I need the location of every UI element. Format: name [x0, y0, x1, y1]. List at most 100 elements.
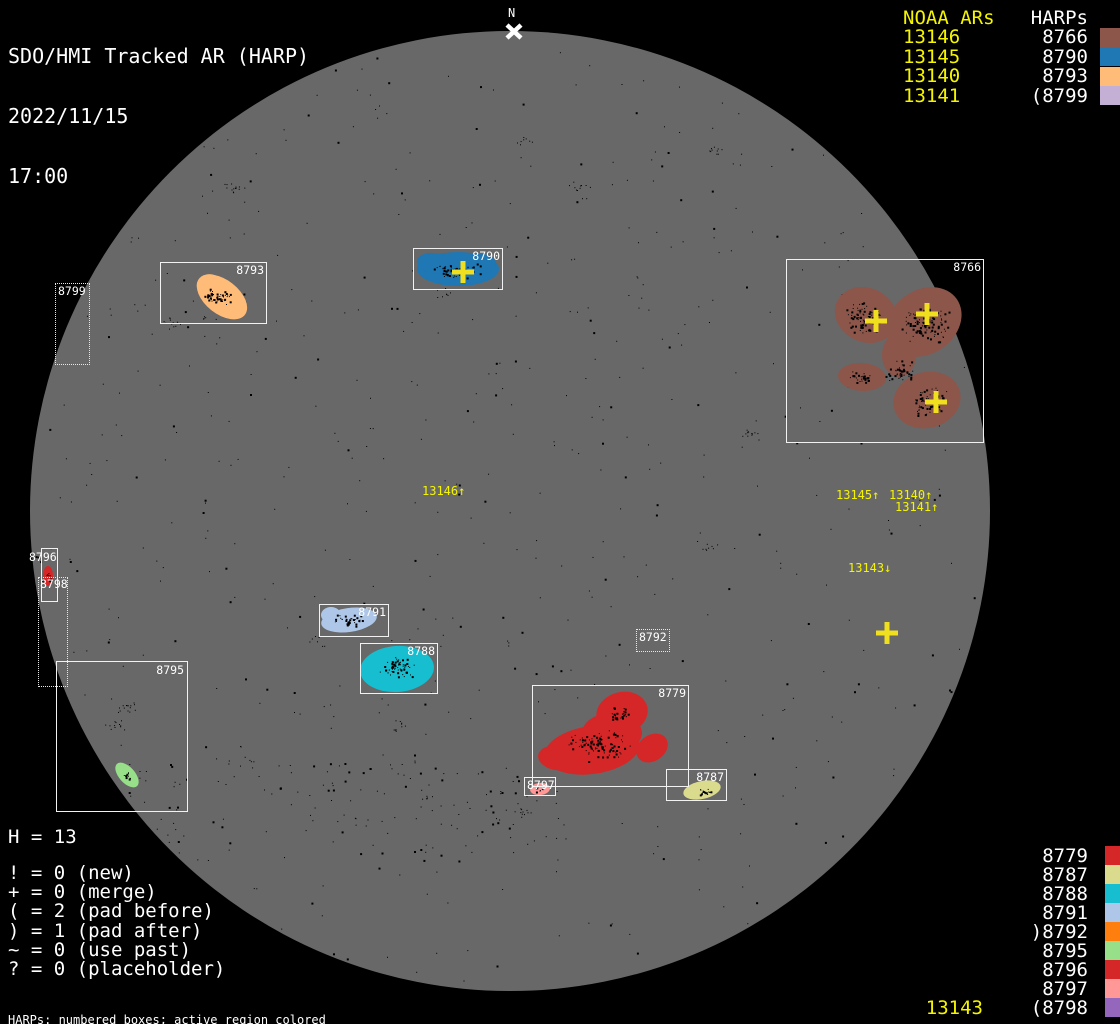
harps-header: HARPs [1030, 6, 1088, 29]
region-8779-blob [538, 691, 668, 775]
noaa-number: 13141 [903, 84, 961, 107]
harp-list-bottom-right: 8779 8787 8788 8791)8792 8795 8796 8797 13143 (8… [903, 845, 1120, 1019]
harp-box-8793: 8793 [160, 262, 267, 324]
noaa-label-13140: 13140↑ [889, 488, 933, 502]
noaa-number: 13145 [903, 45, 961, 68]
color-swatch-8793 [1100, 66, 1120, 86]
color-swatch-8799 [1100, 86, 1120, 106]
symbol-legend: ! = 0 (new) + = 0 (merge)( = 2 (pad befor… [8, 862, 226, 981]
harp-box-8779: 8779 [532, 685, 689, 787]
region-8793-blob [196, 274, 248, 320]
harp-list-row: 8779 [903, 845, 1120, 867]
harp-number: 8790 [1042, 45, 1088, 68]
harp-number: 8796 [1042, 958, 1088, 981]
harp-box-label: 8798 [40, 577, 68, 591]
region-8788-blob [360, 645, 434, 693]
noaa-label-13146: 13146↑ [422, 484, 466, 498]
harp-box-8766: 8766 [786, 259, 984, 443]
solar-disk [30, 31, 990, 991]
harp-box-label: 8795 [156, 663, 184, 677]
color-swatch-8792 [1105, 922, 1120, 941]
noaa-label-13145: 13145↑ [836, 488, 880, 502]
region-8797-blob [530, 782, 550, 796]
harp-list-row: 8797 [903, 977, 1120, 1000]
date-label: 2022/11/15 [8, 104, 129, 128]
harp-number: 8795 [1042, 939, 1088, 962]
region-8787-blob [683, 780, 721, 800]
swatch-spacer [1100, 8, 1120, 27]
harp-list-row: 8796 [903, 958, 1120, 981]
color-swatch-8796 [1105, 960, 1120, 979]
harp-box-label: 8788 [407, 644, 435, 658]
harp-box-label-8796: 8796 [29, 550, 57, 564]
harp-box-8796 [41, 548, 58, 602]
harp-list-row: 8787 [903, 864, 1120, 886]
color-swatch-8788 [1105, 884, 1120, 903]
cross-13146-a [865, 310, 887, 332]
symbol-legend-row: ~ = 0 (use past) [8, 938, 192, 961]
legend-header-row: NOAA ARs HARPs [903, 6, 1120, 29]
cross-13146-b [916, 303, 938, 325]
symbol-legend-row: ? = 0 (placeholder) [8, 958, 226, 981]
color-swatch-8787 [1105, 865, 1120, 884]
time-label: 17:00 [8, 164, 69, 188]
symbol-legend-row: ) = 1 (pad after) [8, 919, 203, 942]
color-swatch-8791 [1105, 903, 1120, 922]
harp-box-8792: 8792 [636, 629, 670, 652]
harp-number: 8766 [1042, 26, 1088, 49]
cross-13143 [876, 622, 898, 644]
noaa-label-13143: 13143↓ [848, 561, 892, 575]
harp-box-8787: 8787 [666, 769, 727, 801]
noaa-number: 13146 [903, 26, 961, 49]
color-swatch-8798 [1105, 998, 1120, 1017]
noaa-number: 13143 [925, 996, 983, 1019]
harp-box-8790: 8790 [413, 248, 503, 290]
harp-list-row: )8792 [903, 921, 1120, 943]
color-swatch-8795 [1105, 941, 1120, 960]
symbol-legend-row: ( = 2 (pad before) [8, 900, 214, 923]
noaa-number: 13140 [903, 65, 961, 88]
region-8791-blob [321, 607, 377, 633]
harp-number: 8788 [1042, 882, 1088, 905]
harp-number: (8799 [1030, 84, 1088, 107]
harp-box-label: 8766 [953, 260, 981, 274]
harp-box-8797: 8797 [524, 777, 556, 796]
harp-box-label: 8779 [658, 686, 686, 700]
harp-box-8788: 8788 [360, 643, 438, 694]
color-swatch-8790 [1100, 47, 1120, 67]
harp-box-8798: 8798 [38, 577, 68, 687]
harp-box-label: 8787 [696, 770, 724, 784]
magnetogram-speckles [35, 52, 976, 982]
legend-row: 13146 8766 [903, 26, 1120, 49]
harp-number: 8793 [1042, 65, 1088, 88]
legend-row: 13140 8793 [903, 65, 1120, 88]
legend-top-right: NOAA ARs HARPs 13146 8766 13145 8790 131… [903, 6, 1120, 107]
color-swatch-8766 [1100, 27, 1120, 47]
legend-row: 13141 (8799 [903, 84, 1120, 107]
harp-box-8791: 8791 [319, 604, 389, 637]
harp-list-row: 8795 [903, 939, 1120, 962]
noaa-crosses [452, 261, 947, 644]
legend-row: 13145 8790 [903, 45, 1120, 68]
cross-13146-c [925, 391, 947, 413]
symbol-legend-row: + = 0 (merge) [8, 881, 157, 904]
color-swatch-8797 [1105, 979, 1120, 998]
h-count: H = 13 [8, 826, 77, 848]
harp-list-row: 8788 [903, 882, 1120, 905]
harp-number: 8797 [1042, 977, 1088, 1000]
harp-number: (8798 [1030, 996, 1088, 1019]
harp-number: 8791 [1042, 901, 1088, 924]
harp-box-label: 8799 [58, 284, 86, 298]
noaa-ars-header: NOAA ARs [903, 6, 995, 29]
north-label: N [508, 6, 516, 20]
page-title: SDO/HMI Tracked AR (HARP) [8, 44, 310, 68]
symbol-legend-row: ! = 0 (new) [8, 862, 134, 884]
color-swatch-8779 [1105, 846, 1120, 865]
footer-notes: HARPs: numbered boxes; active region col… [8, 989, 427, 1024]
cross-13145 [452, 261, 474, 283]
north-x-marker [505, 23, 523, 40]
harp-list-row: 13143 (8798 [903, 996, 1120, 1019]
footer-line-1: HARPs: numbered boxes; active region col… [8, 1013, 326, 1024]
harp-list-row: 8791 [903, 901, 1120, 924]
